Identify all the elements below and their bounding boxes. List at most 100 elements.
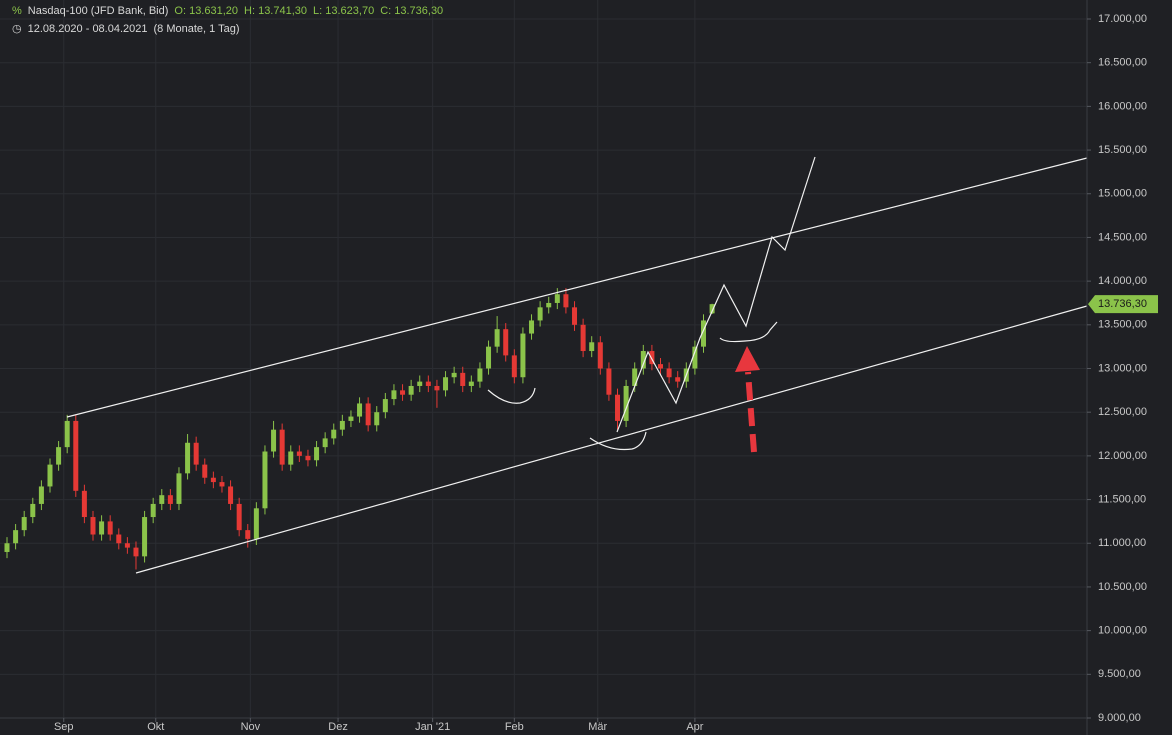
- arrow-head: [735, 346, 760, 372]
- candle-body: [47, 464, 53, 487]
- candle-body: [709, 304, 715, 314]
- candle-body: [90, 517, 96, 535]
- candle-body: [365, 403, 371, 426]
- candle-body: [314, 447, 320, 461]
- y-tick-label: 16.000,00: [1098, 100, 1147, 112]
- y-tick-label: 15.000,00: [1098, 188, 1147, 200]
- y-tick-label: 11.500,00: [1098, 493, 1146, 505]
- candle-body: [494, 329, 500, 347]
- candle-body: [597, 342, 603, 369]
- candle-body: [202, 464, 208, 478]
- candle-body: [279, 429, 285, 465]
- candle-body: [150, 503, 156, 518]
- candle-body: [546, 302, 552, 308]
- candle-body: [460, 372, 466, 386]
- candle-body: [73, 420, 79, 491]
- y-tick-label: 15.500,00: [1098, 144, 1147, 156]
- y-tick-label: 11.000,00: [1098, 537, 1146, 549]
- candle-body: [228, 486, 234, 504]
- candle-body: [236, 503, 242, 531]
- date-range: 12.08.2020 - 08.04.2021: [27, 23, 148, 35]
- y-tick-label: 16.500,00: [1098, 57, 1147, 69]
- candle-body: [615, 394, 621, 421]
- candle-body: [38, 486, 44, 504]
- x-tick-label: Okt: [147, 721, 164, 733]
- candle-body: [305, 455, 311, 461]
- last-price-label: 13.736,30: [1098, 298, 1147, 310]
- candle-body: [382, 399, 388, 413]
- clock-icon: ◷: [12, 23, 22, 35]
- candle-body: [142, 517, 148, 557]
- y-tick-label: 9.500,00: [1098, 668, 1141, 680]
- candle-body: [13, 530, 19, 544]
- candle-body: [606, 368, 612, 395]
- candle-body: [434, 385, 440, 391]
- candle-body: [580, 324, 586, 352]
- candle-body: [21, 517, 27, 531]
- period: (8 Monate, 1 Tag): [153, 23, 240, 35]
- candle-body: [537, 307, 543, 321]
- last-price-badge: [1088, 295, 1158, 314]
- candle-body: [210, 477, 216, 483]
- candle-body: [124, 543, 130, 548]
- candle-body: [572, 307, 578, 325]
- annotations: [66, 156, 1088, 574]
- candle-body: [219, 482, 225, 487]
- projection-path: [616, 156, 816, 433]
- ohlc: H: 13.741,30: [244, 5, 308, 17]
- y-tick-label: 14.500,00: [1098, 231, 1147, 243]
- candle-body: [116, 534, 122, 544]
- candle-body: [563, 294, 569, 308]
- header: % Nasdaq-100 (JFD Bank, Bid) O: 13.631,20 H…: [12, 5, 449, 17]
- candle-body: [408, 385, 414, 395]
- x-tick-label: Apr: [686, 721, 703, 733]
- axes: 9.000,00 9.500,00 10.000,00 10.500,00 11.000…: [54, 13, 1158, 733]
- x-tick-label: Mär: [588, 721, 607, 733]
- channel-upper: [66, 157, 1088, 418]
- candle-body: [692, 346, 698, 369]
- candle-body: [417, 381, 423, 386]
- instrument: Nasdaq-100 (JFD Bank, Bid): [27, 5, 169, 17]
- x-tick-label: Feb: [505, 721, 524, 733]
- arrow: [735, 346, 760, 453]
- candle-body: [262, 451, 268, 509]
- arrow-shaft: [745, 371, 757, 453]
- candle-body: [133, 547, 139, 557]
- y-tick-label: 13.500,00: [1098, 319, 1147, 331]
- candle-body: [331, 429, 337, 439]
- candle-body: [374, 412, 380, 426]
- y-tick-label: 10.000,00: [1098, 625, 1147, 637]
- shoulder-arc: [719, 321, 778, 343]
- candle-body: [185, 442, 191, 474]
- x-tick-label: Dez: [328, 721, 348, 733]
- y-tick-label: 17.000,00: [1098, 13, 1147, 25]
- candle-body: [348, 416, 354, 421]
- candle-body: [64, 420, 70, 448]
- candle-body: [700, 320, 706, 347]
- candle-body: [107, 521, 113, 535]
- candle-body: [167, 495, 173, 504]
- candle-body: [193, 442, 199, 465]
- ohlc: O: 13.631,20: [174, 5, 239, 17]
- candle-body: [632, 368, 638, 386]
- candle-body: [589, 342, 595, 352]
- shoulder-arc: [589, 431, 647, 451]
- range: ◷ 12.08.2020 - 08.04.2021 (8 Monate, 1 Tag…: [12, 22, 246, 35]
- y-tick-label: 14.000,00: [1098, 275, 1147, 287]
- candle-body: [30, 503, 36, 518]
- candle-body: [99, 521, 105, 535]
- ohlc: C: 13.736,30: [380, 5, 444, 17]
- candle-body: [322, 438, 328, 448]
- candle-body: [296, 451, 302, 456]
- candle-body: [529, 320, 535, 334]
- candle-body: [666, 368, 672, 378]
- candle-body: [288, 451, 294, 465]
- shoulder-arc: [487, 387, 536, 404]
- candle-body: [520, 333, 526, 378]
- candle-body: [640, 351, 646, 369]
- y-tick-label: 10.500,00: [1098, 581, 1147, 593]
- candle-body: [443, 377, 449, 391]
- candle-body: [4, 543, 10, 552]
- candle-body: [81, 490, 87, 518]
